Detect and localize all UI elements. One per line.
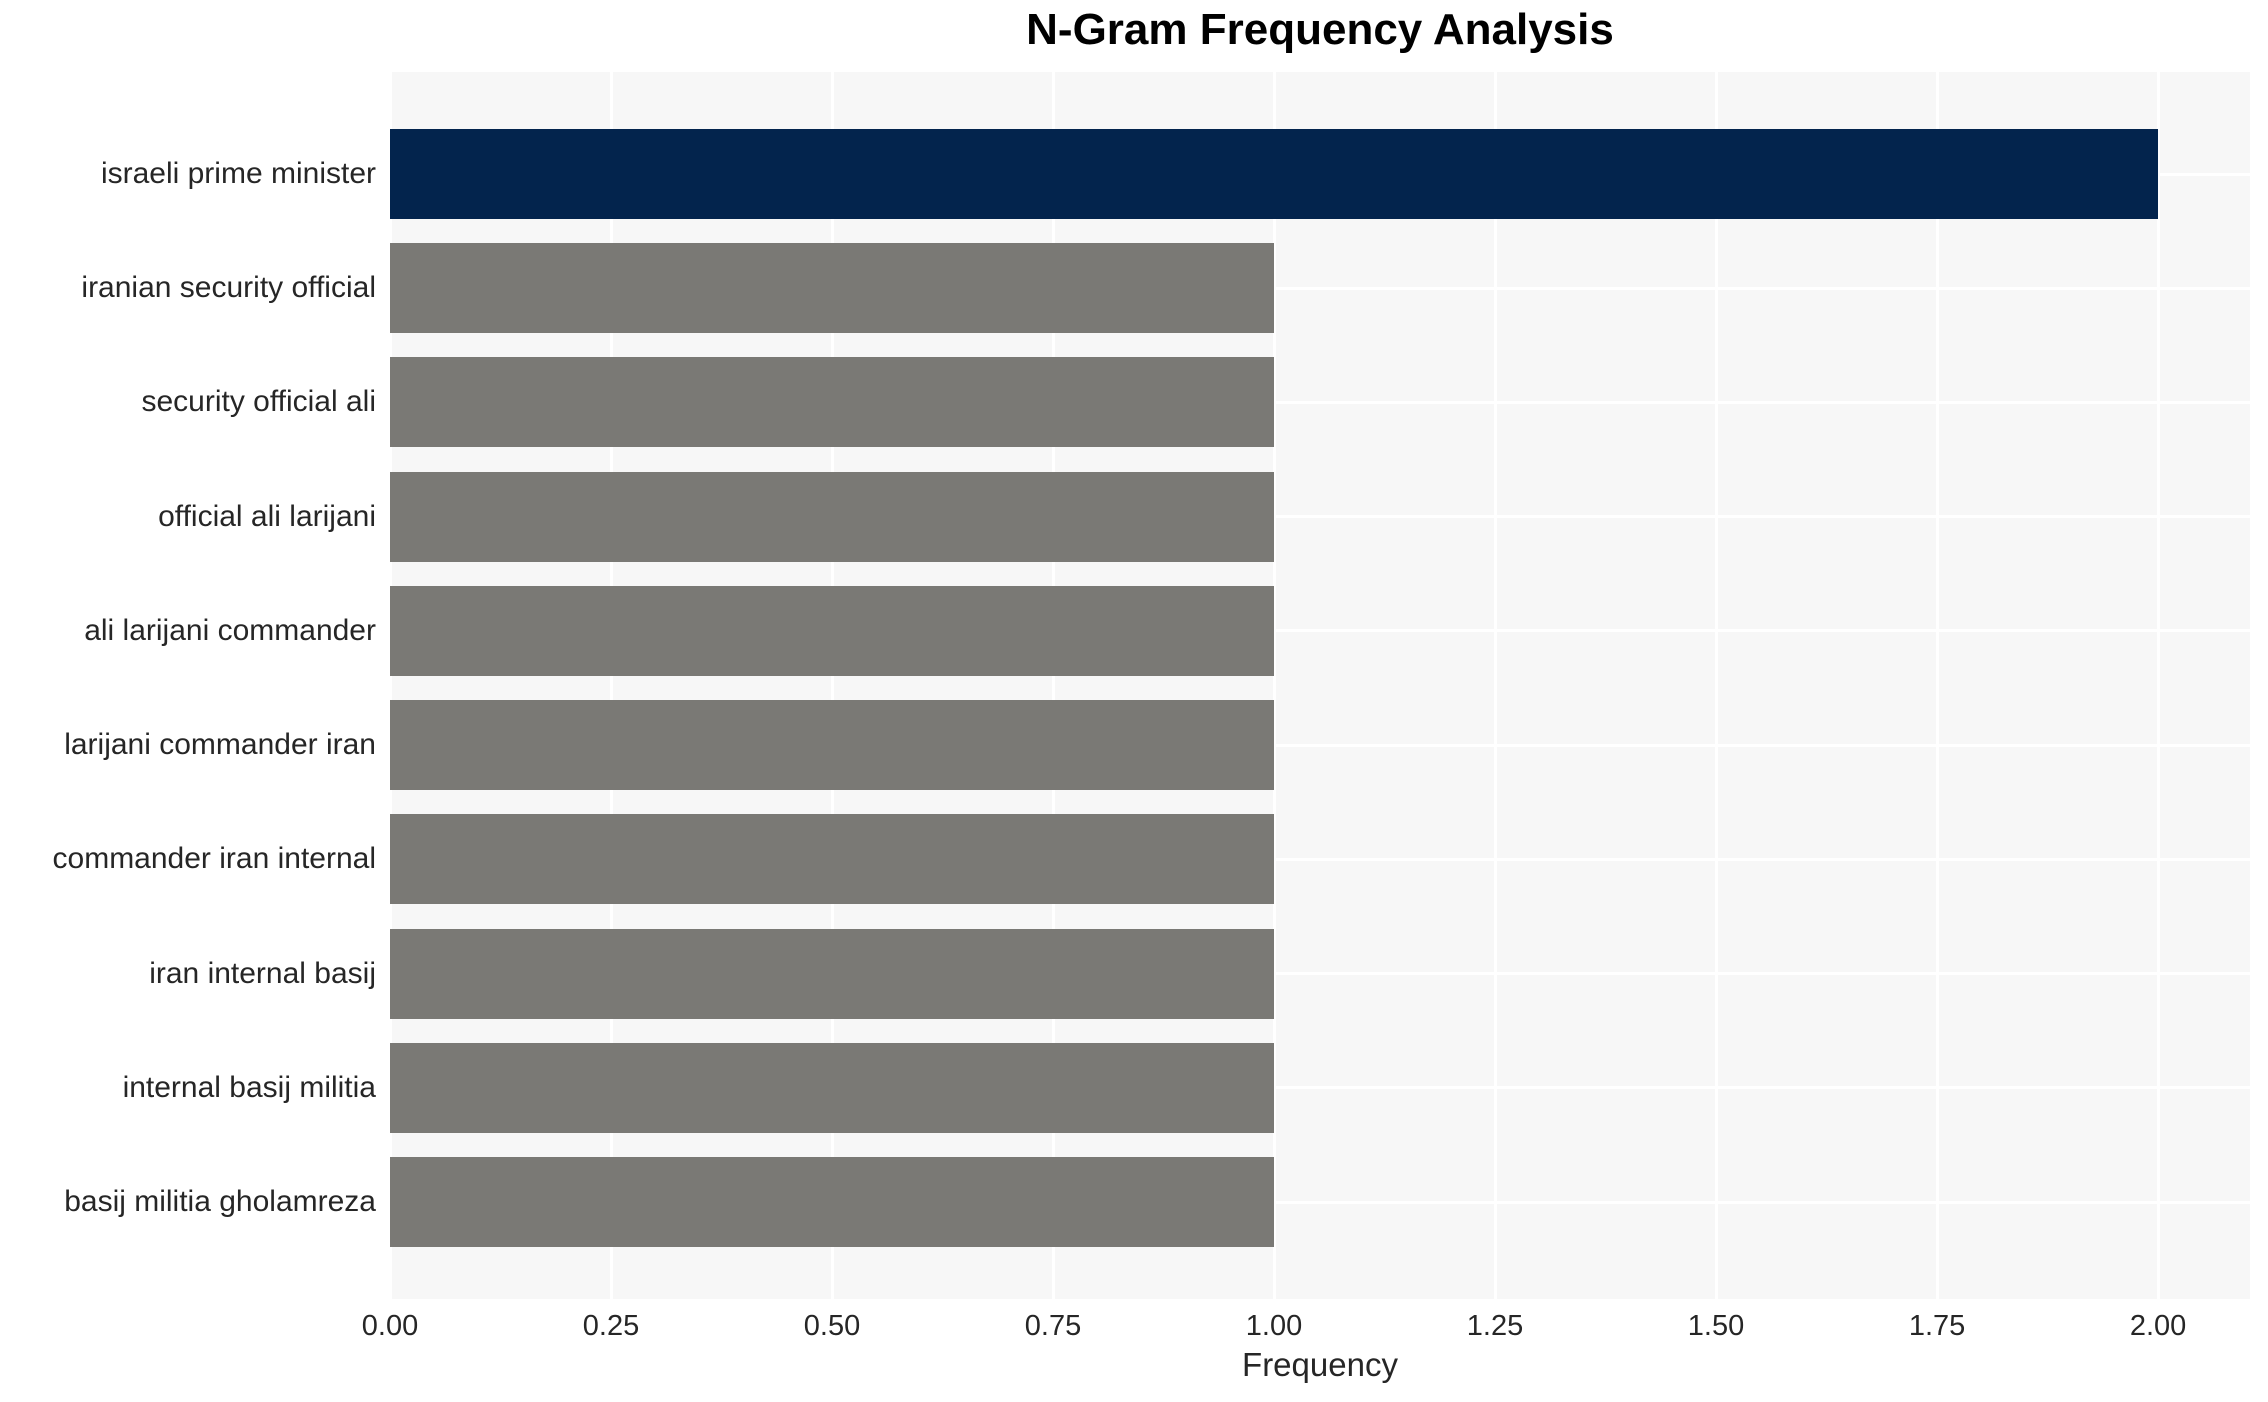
bar: [390, 700, 1275, 791]
gridline-vertical: [1493, 72, 1497, 1299]
gridline-vertical: [609, 72, 613, 1299]
x-tick-label: 0.25: [582, 1310, 640, 1342]
x-tick-label: 1.25: [1466, 1310, 1524, 1342]
gridline-horizontal: [390, 629, 2250, 633]
gridline-vertical: [1051, 72, 1055, 1299]
gridline-horizontal: [390, 400, 2250, 404]
y-tick-label: iran internal basij: [149, 956, 376, 990]
x-tick-label: 1.50: [1687, 1310, 1745, 1342]
y-tick-label: official ali larijani: [158, 499, 376, 533]
y-tick-label: commander iran internal: [52, 842, 376, 876]
x-axis-label: Frequency: [1242, 1346, 1398, 1383]
bar: [390, 471, 1275, 562]
gridline-horizontal: [390, 972, 2250, 976]
bar: [390, 1042, 1275, 1133]
x-tick-label: 1.75: [1908, 1310, 1966, 1342]
x-tick-label: 0.00: [361, 1310, 419, 1342]
bar: [390, 357, 1275, 448]
gridline-horizontal: [390, 1086, 2250, 1090]
y-tick-label: larijani commander iran: [64, 728, 376, 762]
gridline-vertical: [388, 72, 392, 1299]
x-tick-label: 2.00: [2129, 1310, 2187, 1342]
bar: [390, 129, 2159, 219]
bar: [390, 928, 1275, 1019]
x-tick-label: 1.00: [1245, 1310, 1303, 1342]
gridline-vertical: [1272, 72, 1276, 1299]
gridline-horizontal: [390, 743, 2250, 747]
chart-title: N-Gram Frequency Analysis: [1026, 5, 1614, 54]
gridline-horizontal: [390, 1200, 2250, 1204]
y-tick-label: basij militia gholamreza: [64, 1185, 376, 1218]
gridline-horizontal: [390, 515, 2250, 519]
bar: [390, 814, 1275, 905]
gridline-horizontal: [390, 286, 2250, 290]
y-tick-label: iranian security official: [81, 271, 376, 305]
bar: [390, 243, 1275, 334]
plot-area: [388, 72, 2250, 1299]
x-tick-label: 0.50: [803, 1310, 861, 1342]
x-tick-label: 0.75: [1024, 1310, 1082, 1342]
y-tick-label: security official ali: [141, 385, 376, 419]
y-tick-label: internal basij militia: [122, 1070, 376, 1104]
gridline-horizontal: [390, 857, 2250, 861]
bar: [390, 1157, 1275, 1247]
y-tick-label: ali larijani commander: [84, 613, 376, 647]
gridline-vertical: [1714, 72, 1718, 1299]
gridline-vertical: [1935, 72, 1939, 1299]
y-tick-label: israeli prime minister: [100, 157, 376, 190]
gridline-vertical: [830, 72, 834, 1299]
gridline-vertical: [2156, 72, 2160, 1299]
bar: [390, 585, 1275, 676]
